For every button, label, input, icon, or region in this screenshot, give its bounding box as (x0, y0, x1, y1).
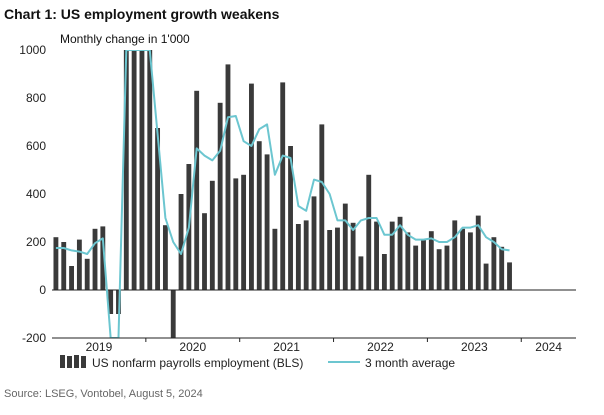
payroll-bar (358, 256, 364, 290)
payroll-bar (436, 249, 442, 290)
payroll-bar (84, 258, 90, 290)
legend-bar-mini (81, 356, 86, 368)
payroll-bar (123, 50, 129, 290)
payroll-bar (108, 290, 114, 314)
payroll-bar (295, 224, 301, 290)
payroll-bar (499, 246, 505, 290)
source-note: Source: LSEG, Vontobel, August 5, 2024 (4, 388, 203, 400)
legend-bar-mini (74, 355, 79, 368)
x-year-label: 2019 (86, 340, 113, 354)
y-tick-label: 800 (26, 91, 46, 105)
legend-bar-swatch (60, 355, 86, 368)
payroll-bar (155, 128, 161, 290)
payroll-bar (202, 213, 207, 290)
payroll-bar (264, 154, 270, 290)
three-month-average-line (55, 50, 510, 338)
x-year-label: 2021 (273, 340, 300, 354)
payroll-bar (460, 228, 466, 290)
y-tick-label: 0 (39, 283, 46, 297)
payroll-bar (397, 216, 403, 290)
payroll-bar (421, 239, 426, 290)
payroll-bar (139, 50, 145, 290)
chart-title: Chart 1: US employment growth weakens (4, 6, 280, 22)
payroll-bar (303, 220, 309, 290)
x-year-label: 2023 (461, 340, 488, 354)
payroll-bar (53, 237, 59, 290)
payroll-bar (335, 227, 340, 290)
payroll-bar (452, 220, 458, 290)
payroll-bar (178, 194, 184, 290)
payroll-bar (413, 245, 419, 290)
y-tick-label: 600 (26, 139, 46, 153)
payroll-bar (92, 228, 98, 290)
y-tick-label: 200 (26, 235, 46, 249)
payroll-bar (467, 232, 473, 290)
payroll-bar (366, 174, 372, 290)
payroll-bar (249, 83, 254, 290)
x-year-label: 2022 (367, 340, 394, 354)
payroll-bar (233, 178, 239, 290)
y-axis-label: Monthly change in 1'000 (60, 32, 190, 46)
bar-series (53, 50, 512, 338)
payroll-bar (162, 225, 168, 290)
payroll-bar (389, 221, 395, 290)
payroll-bar (225, 64, 231, 291)
payroll-bar (241, 174, 247, 290)
payroll-bar (217, 102, 223, 290)
legend-bar-mini (60, 355, 65, 368)
payroll-bar (69, 266, 74, 290)
y-tick-label: -200 (22, 331, 46, 345)
y-axis-ticks: -200 0 200 400 600 800 1000 (19, 43, 46, 345)
legend-label-payrolls: US nonfarm payrolls employment (BLS) (92, 356, 303, 370)
payroll-bar (147, 50, 153, 290)
payroll-bar (491, 237, 497, 290)
payroll-bar (428, 231, 434, 290)
payroll-bar (350, 222, 356, 290)
payroll-bar (327, 230, 333, 290)
payroll-bar (131, 50, 137, 290)
payroll-bar (100, 226, 106, 290)
payroll-bar (76, 239, 82, 290)
payroll-bar (194, 90, 200, 290)
legend-label-average: 3 month average (365, 356, 455, 370)
legend-bar-mini (67, 356, 72, 368)
payroll-bar (405, 232, 411, 290)
payroll-bar (209, 180, 215, 290)
legend: US nonfarm payrolls employment (BLS) 3 m… (60, 355, 455, 370)
payroll-bar (170, 290, 176, 338)
payroll-bar (288, 146, 293, 290)
payroll-bar (374, 221, 379, 290)
payroll-bar (280, 82, 286, 291)
payroll-bar (311, 196, 317, 290)
payroll-bar (319, 124, 325, 291)
payroll-bar (256, 141, 262, 290)
payroll-bar (381, 254, 387, 290)
payroll-bar (444, 245, 450, 290)
x-year-label: 2020 (179, 340, 206, 354)
x-year-label: 2024 (535, 340, 562, 354)
payroll-bar (483, 263, 489, 290)
payroll-bar (475, 215, 481, 290)
payroll-bar (507, 262, 512, 290)
payroll-bar (272, 228, 278, 290)
x-axis-year-labels: 2019 2020 2021 2022 2023 2024 (86, 338, 562, 354)
payroll-bar (342, 203, 348, 290)
y-tick-label: 1000 (19, 43, 46, 57)
y-tick-label: 400 (26, 187, 46, 201)
payroll-bar (61, 242, 67, 290)
